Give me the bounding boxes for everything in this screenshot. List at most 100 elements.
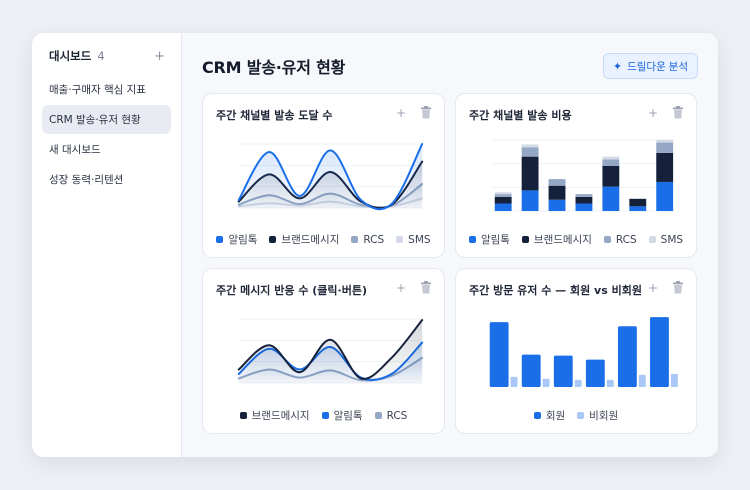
trash-icon[interactable] [420,281,432,294]
legend-item: 비회원 [577,408,618,423]
bar-segment [602,159,620,166]
delivery-area-chart [237,143,424,211]
chart-legend: 알림톡 브랜드메시지 RCS SMS [456,232,696,247]
bar-segment [602,166,620,187]
legend-label: 회원 [545,410,566,422]
legend-label: RCS [386,409,408,422]
card-title: 주간 채널별 발송 비용 [469,109,572,122]
add-icon[interactable]: + [395,106,406,120]
legend-swatch [468,236,476,243]
legend-item: SMS [396,232,431,247]
bar-segment [521,144,539,148]
bar-segment [494,196,512,204]
bar-segment [602,156,620,160]
legend-swatch [396,236,404,243]
series-line [237,143,424,211]
bar-segment [521,147,539,157]
bar-segment [656,181,674,211]
bar-segment [548,185,566,200]
drilldown-button[interactable]: ✦ 드릴다운 분석 [602,53,698,79]
chart-card-cost: 주간 채널별 발송 비용 + 알림톡 브랜드메시지 RCS SMS [455,93,697,258]
main-header: CRM 발송·유저 현황 ✦ 드릴다운 분석 [202,47,698,85]
legend-swatch [374,412,382,419]
bar-nonmember [574,379,582,387]
bar-member [489,322,509,387]
bar-segment [575,194,593,197]
sidebar-item-new-dashboard[interactable]: 새 대시보드 [49,144,101,156]
legend-swatch [577,412,585,419]
bar-nonmember [670,373,678,387]
add-icon[interactable]: + [395,281,406,295]
page-title: CRM 발송·유저 현황 [202,58,346,77]
bar-segment [548,179,566,186]
series-area [238,320,423,383]
legend-item: 브랜드메시지 [239,408,310,423]
chart-card-reactions: 주간 메시지 반응 수 (클릭·버튼) + 브랜드메시지 알림톡 RCS [202,268,445,434]
legend-label: RCS [363,233,385,246]
legend-item: RCS [374,408,408,423]
bar-segment [494,203,512,211]
chart-grid: 주간 채널별 발송 도달 수 + 알림톡 브랜드메시지 RCS SMS 주간 채… [202,93,697,434]
sidebar-item-growth-retention[interactable]: 성장 동력·리텐션 [49,174,124,186]
legend-item: 회원 [533,408,566,423]
bar-member [521,354,541,387]
bar-segment [494,192,512,195]
bar-segment [575,196,593,204]
bar-member [617,326,637,387]
legend-label: 알림톡 [333,410,363,422]
bar-segment [575,203,593,211]
sidebar-header: 대시보드 4 + [42,47,171,65]
bar-nonmember [510,376,518,387]
bar-segment [656,142,674,153]
series-area [238,144,423,210]
trash-icon[interactable] [420,106,432,119]
legend-label: 브랜드메시지 [251,410,310,422]
visitors-bar-chart [489,317,678,387]
legend-label: 알림톡 [228,234,258,246]
legend-label: 알림톡 [480,234,510,246]
chart-card-delivery: 주간 채널별 발송 도달 수 + 알림톡 브랜드메시지 RCS SMS [202,93,445,258]
series-line [237,319,424,380]
bar-nonmember [606,379,614,387]
cost-stacked-bar-chart [491,139,675,212]
legend-item: SMS [648,232,684,247]
bar-segment [521,156,539,191]
bar-segment [602,186,620,211]
legend-item: RCS [603,232,637,247]
legend-label: SMS [408,233,431,246]
legend-swatch [521,236,529,243]
card-title: 주간 방문 유저 수 — 회원 vs 비회원 [469,284,642,297]
bar-segment [656,152,674,182]
sparkle-icon: ✦ [612,60,623,73]
legend-swatch [648,236,656,243]
sidebar-item-sales-metrics[interactable]: 매출·구매자 핵심 지표 [49,84,146,96]
chart-legend: 브랜드메시지 알림톡 RCS [203,408,444,423]
legend-label: 브랜드메시지 [533,234,592,246]
dashboard-window: 대시보드 4 + 매출·구매자 핵심 지표 CRM 발송·유저 현황 새 대시보… [32,33,718,457]
legend-label: RCS [615,233,637,246]
sidebar-title: 대시보드 [49,49,92,63]
sidebar-count: 4 [97,49,105,63]
sidebar-item-crm-status[interactable]: CRM 발송·유저 현황 [42,105,171,134]
sidebar: 대시보드 4 + 매출·구매자 핵심 지표 CRM 발송·유저 현황 새 대시보… [32,33,182,457]
legend-swatch [351,236,359,243]
add-dashboard-button[interactable]: + [154,48,165,64]
drilldown-label: 드릴다운 분석 [627,60,688,73]
legend-item: 알림톡 [216,232,257,247]
bar-segment [548,199,566,211]
add-icon[interactable]: + [647,106,658,120]
legend-swatch [533,412,541,419]
legend-label: SMS [660,233,684,246]
trash-icon[interactable] [672,281,684,294]
trash-icon[interactable] [672,106,684,119]
legend-item: RCS [351,232,384,247]
legend-item: 브랜드메시지 [521,232,592,247]
bar-segment [629,198,647,207]
legend-swatch [321,412,329,419]
bar-member [585,359,605,387]
bar-segment [494,194,512,197]
legend-swatch [239,412,247,419]
chart-legend: 회원 비회원 [456,408,696,423]
card-title: 주간 채널별 발송 도달 수 [216,109,333,122]
add-icon[interactable]: + [647,281,658,295]
